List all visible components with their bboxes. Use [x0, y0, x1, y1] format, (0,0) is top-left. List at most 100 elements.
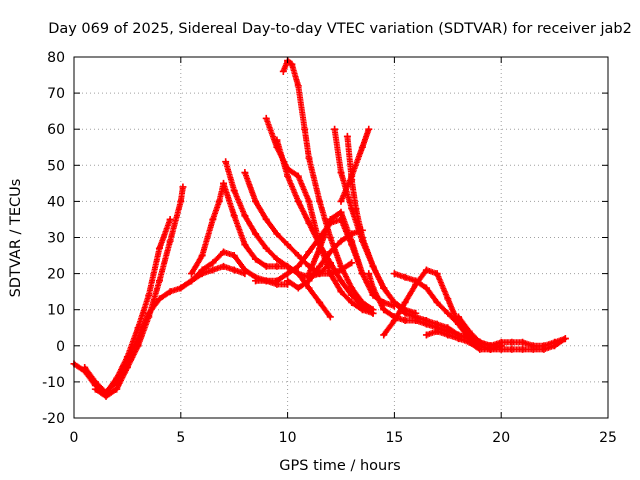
data-point	[348, 291, 356, 299]
data-point	[262, 215, 270, 223]
y-tick-label: 40	[47, 194, 65, 210]
y-tick-label: -10	[42, 375, 65, 391]
data-point	[305, 277, 313, 285]
data-point	[230, 266, 238, 274]
y-axis-title: SDTVAR / TECUs	[8, 179, 24, 298]
data-point	[337, 169, 345, 177]
data-point	[331, 125, 339, 133]
data-point	[166, 215, 174, 223]
data-point	[348, 284, 356, 292]
data-point	[358, 143, 366, 151]
data-point	[187, 270, 195, 278]
data-point	[91, 385, 99, 393]
data-point	[113, 374, 121, 382]
data-point	[113, 385, 121, 393]
data-point	[326, 259, 334, 267]
data-point	[316, 262, 324, 270]
data-point	[326, 270, 334, 278]
data-point	[305, 219, 313, 227]
data-point	[444, 295, 452, 303]
data-point	[177, 284, 185, 292]
data-point	[102, 392, 110, 400]
data-point	[134, 342, 142, 350]
data-point	[273, 136, 281, 144]
data-point	[220, 248, 228, 256]
data-point	[252, 230, 260, 238]
data-point	[241, 212, 249, 220]
series-track-20	[422, 327, 569, 353]
data-point	[343, 132, 351, 140]
data-point	[305, 270, 313, 278]
data-point	[369, 284, 377, 292]
data-point	[262, 244, 270, 252]
y-tick-label: 10	[47, 303, 65, 319]
data-point	[305, 284, 313, 292]
data-point	[380, 331, 388, 339]
data-point	[187, 277, 195, 285]
data-point	[401, 273, 409, 281]
data-point	[433, 298, 441, 306]
data-point	[215, 197, 223, 205]
data-point	[508, 345, 516, 353]
data-point	[294, 284, 302, 292]
data-point	[279, 67, 287, 75]
data-point	[519, 338, 527, 346]
series-track-11	[279, 57, 377, 314]
series-track-2	[81, 215, 174, 397]
data-point	[358, 298, 366, 306]
data-point	[305, 154, 313, 162]
data-point	[497, 338, 505, 346]
data-point	[241, 169, 249, 177]
data-point	[145, 313, 153, 321]
data-point	[433, 327, 441, 335]
data-point	[316, 270, 324, 278]
data-point	[401, 309, 409, 317]
series-track-21	[454, 313, 569, 350]
data-point	[209, 266, 217, 274]
data-point	[273, 255, 281, 263]
y-tick-label: -20	[42, 411, 65, 427]
series-track-4	[177, 248, 292, 292]
data-point	[252, 197, 260, 205]
x-tick-label: 0	[70, 430, 79, 446]
data-point	[241, 241, 249, 249]
data-point	[198, 266, 206, 274]
data-point	[145, 291, 153, 299]
data-point	[230, 212, 238, 220]
data-point	[241, 266, 249, 274]
data-point	[273, 230, 281, 238]
data-point	[487, 342, 495, 350]
data-point	[476, 338, 484, 346]
data-point	[273, 262, 281, 270]
data-point	[365, 270, 373, 278]
y-tick-label: 70	[47, 86, 65, 102]
series-track-3	[91, 183, 187, 400]
series-track-6	[222, 158, 334, 281]
data-point	[337, 277, 345, 285]
data-point	[358, 270, 366, 278]
data-point	[316, 244, 324, 252]
data-point	[348, 176, 356, 184]
data-point	[177, 197, 185, 205]
data-point	[166, 288, 174, 296]
data-point	[326, 215, 334, 223]
data-point	[284, 277, 292, 285]
series-track-13	[305, 208, 398, 310]
data-point	[273, 277, 281, 285]
data-point	[412, 317, 420, 325]
data-point	[444, 331, 452, 339]
data-point	[198, 252, 206, 260]
data-point	[305, 197, 313, 205]
data-point	[294, 270, 302, 278]
data-point	[348, 237, 356, 245]
data-point	[390, 270, 398, 278]
data-point	[166, 237, 174, 245]
data-point	[369, 306, 377, 314]
data-point	[301, 125, 309, 133]
data-point	[348, 259, 356, 267]
data-point	[519, 345, 527, 353]
data-point	[465, 327, 473, 335]
data-point	[561, 335, 569, 343]
data-point	[358, 234, 366, 241]
y-tick-label: 0	[56, 339, 65, 355]
